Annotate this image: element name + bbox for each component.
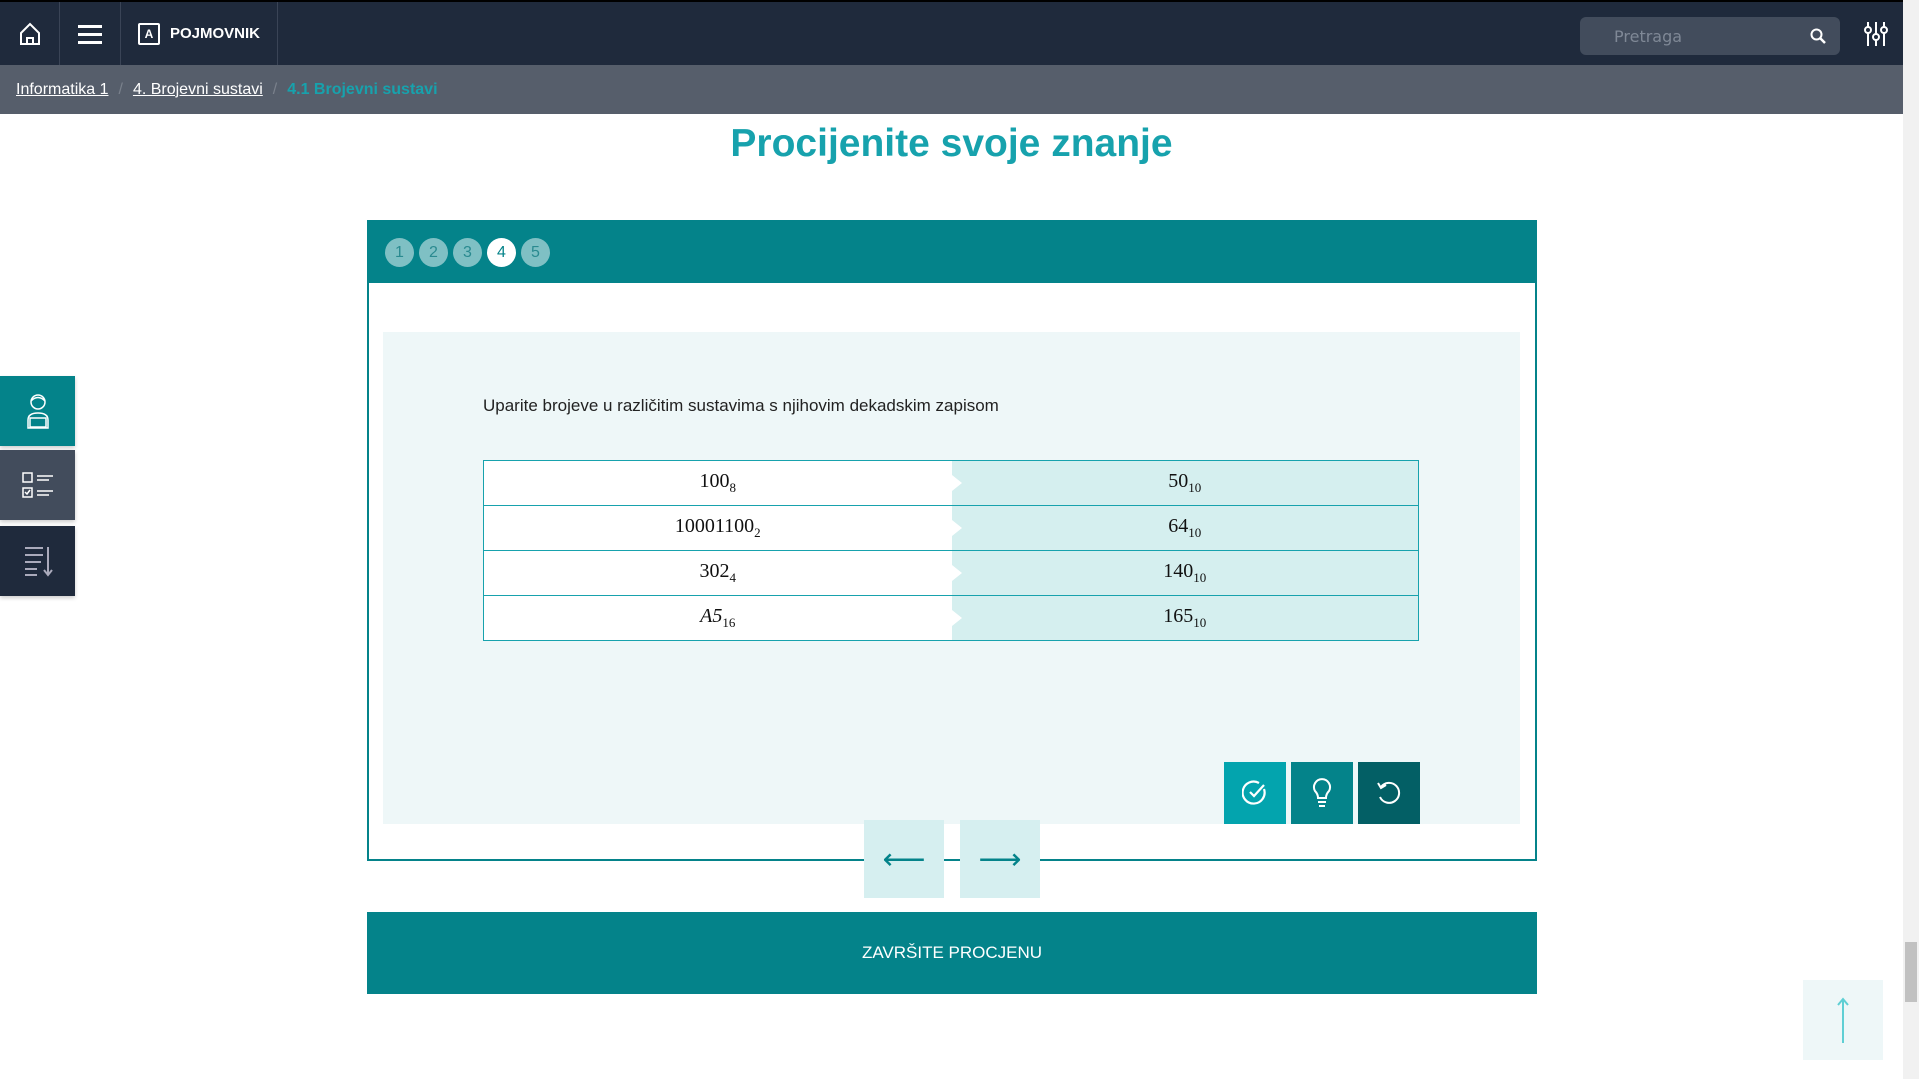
- step-3[interactable]: 3: [453, 238, 482, 267]
- breadcrumb: Informatika 1 / 4. Brojevni sustavi / 4.…: [0, 65, 1903, 114]
- step-4-active[interactable]: 4: [487, 238, 516, 267]
- glossary-icon: A: [137, 22, 160, 45]
- check-icon: [1242, 780, 1266, 805]
- left-item[interactable]: 3024: [483, 550, 952, 596]
- question-prompt: Uparite brojeve u različitim sustavima s…: [483, 396, 999, 415]
- step-5[interactable]: 5: [521, 238, 550, 267]
- quiz-steps: 1 2 3 4 5: [369, 222, 1535, 283]
- right-item[interactable]: 6410: [951, 505, 1419, 551]
- table-row: 3024 14010: [483, 550, 1419, 596]
- pojmovnik-label: POJMOVNIK: [169, 25, 260, 42]
- breadcrumb-current: 4.1 Brojevni sustavi: [287, 80, 438, 98]
- hint-button[interactable]: [1291, 762, 1353, 824]
- table-row: A516 16510: [483, 595, 1419, 641]
- search-input[interactable]: [1580, 17, 1800, 55]
- finish-assessment-button[interactable]: ZAVRŠITE PROCJENU: [367, 912, 1537, 994]
- prev-question-button[interactable]: ⟵: [864, 820, 944, 898]
- matching-table: 1008 5010 100011002 6410 3024 14010 A516…: [483, 460, 1419, 641]
- left-item[interactable]: 1008: [483, 460, 952, 506]
- right-item[interactable]: 5010: [951, 460, 1419, 506]
- home-button[interactable]: [0, 2, 60, 65]
- left-item[interactable]: A516: [483, 595, 952, 641]
- next-question-button[interactable]: ⟶: [960, 820, 1040, 898]
- side-tab-checklist[interactable]: [0, 450, 75, 520]
- hamburger-icon: [78, 24, 102, 44]
- step-2[interactable]: 2: [419, 238, 448, 267]
- settings-sliders-icon[interactable]: [1864, 22, 1888, 46]
- page-title: Procijenite svoje znanje: [730, 122, 1173, 165]
- breadcrumb-separator: /: [272, 80, 278, 98]
- breadcrumb-chapter[interactable]: 4. Brojevni sustavi: [132, 80, 263, 98]
- scrollbar[interactable]: [1903, 0, 1919, 1079]
- search-box: [1580, 17, 1840, 55]
- reset-icon: [1377, 781, 1401, 804]
- step-1[interactable]: 1: [385, 238, 414, 267]
- side-tab-contents[interactable]: [0, 526, 75, 596]
- breadcrumb-separator: /: [118, 80, 123, 98]
- home-icon: [19, 22, 40, 45]
- right-item[interactable]: 14010: [951, 550, 1419, 596]
- student-laptop-icon: [26, 394, 49, 429]
- arrow-up-icon: [1837, 997, 1849, 1043]
- top-header: A POJMOVNIK: [0, 0, 1903, 65]
- checklist-icon: [21, 472, 53, 498]
- left-item[interactable]: 100011002: [483, 505, 952, 551]
- side-tab-student[interactable]: [0, 376, 75, 446]
- right-item[interactable]: 16510: [951, 595, 1419, 641]
- lightbulb-icon: [1313, 778, 1331, 807]
- reset-button[interactable]: [1358, 762, 1420, 824]
- pojmovnik-button[interactable]: A POJMOVNIK: [121, 2, 278, 65]
- question-panel: Uparite brojeve u različitim sustavima s…: [383, 332, 1520, 824]
- search-icon[interactable]: [1810, 28, 1826, 44]
- back-to-top-button[interactable]: [1803, 980, 1883, 1060]
- sort-list-icon: [24, 547, 53, 577]
- quiz-card: 1 2 3 4 5 Uparite brojeve u različitim s…: [367, 220, 1537, 898]
- table-row: 100011002 6410: [483, 505, 1419, 551]
- breadcrumb-informatika[interactable]: Informatika 1: [16, 80, 109, 98]
- check-button[interactable]: [1224, 762, 1286, 824]
- scrollbar-thumb[interactable]: [1905, 942, 1917, 1002]
- table-row: 1008 5010: [483, 460, 1419, 506]
- menu-button[interactable]: [60, 2, 121, 65]
